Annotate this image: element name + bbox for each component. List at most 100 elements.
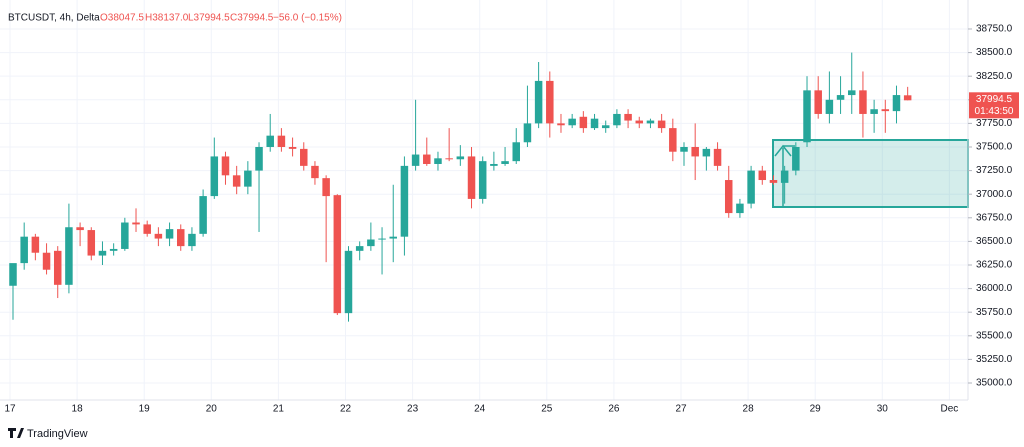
candle-body xyxy=(478,161,487,199)
candle-body xyxy=(42,252,51,270)
candle-body xyxy=(65,227,73,285)
candle-body xyxy=(367,239,375,247)
candle-body xyxy=(210,156,219,197)
x-tick-label: 18 xyxy=(72,404,84,415)
open: O38047.5 xyxy=(100,13,144,24)
y-tick-label: 38250.0 xyxy=(976,71,1013,82)
high: H38137.0 xyxy=(145,13,189,24)
candle-body xyxy=(20,236,28,264)
candle-body xyxy=(691,146,699,157)
candle-body xyxy=(467,156,476,199)
candle-body xyxy=(870,109,878,114)
candle-body xyxy=(177,229,185,247)
y-tick-label: 37250.0 xyxy=(976,165,1013,176)
candle-body xyxy=(199,196,207,234)
candle-body xyxy=(277,135,286,147)
x-tick-label: 30 xyxy=(877,404,889,415)
countdown: 01:43:50 xyxy=(975,106,1014,117)
candle-body xyxy=(613,113,621,126)
candle-body xyxy=(836,95,845,100)
candle-body xyxy=(702,148,711,157)
candle-body xyxy=(423,154,431,164)
candle-body xyxy=(255,146,263,171)
candle-body xyxy=(288,146,297,149)
last-price-box xyxy=(969,92,1019,119)
candle-body xyxy=(333,195,342,314)
candle-body xyxy=(87,230,96,256)
candle-body xyxy=(792,146,800,171)
candle-body xyxy=(903,95,912,101)
candle-body xyxy=(512,142,520,162)
candle-body xyxy=(76,227,84,231)
y-tick-label: 36000.0 xyxy=(976,283,1013,294)
candle-body xyxy=(411,154,420,166)
candle-body xyxy=(747,170,755,204)
candle-body xyxy=(546,80,554,124)
y-tick-label: 36250.0 xyxy=(976,260,1013,271)
x-tick-label: 25 xyxy=(541,404,553,415)
candle-body xyxy=(53,250,62,285)
candle-body xyxy=(490,163,498,166)
candle-body xyxy=(266,135,274,147)
price-axis: 35000.0 35250.0 35500.0 35750.0 36000.0 36250… xyxy=(968,24,1013,389)
x-tick-label: 24 xyxy=(474,404,486,415)
candles xyxy=(9,52,912,322)
candle-body xyxy=(355,246,364,251)
x-tick-label: 28 xyxy=(743,404,755,415)
candle-body xyxy=(132,222,140,225)
y-tick-label: 35000.0 xyxy=(976,378,1013,389)
candle-body xyxy=(534,80,543,124)
x-tick-label: 26 xyxy=(608,404,620,415)
candle-body xyxy=(322,178,330,197)
range-box xyxy=(772,139,969,208)
candle-body xyxy=(736,203,744,214)
logo-mark xyxy=(8,428,24,438)
candle-body xyxy=(378,238,386,240)
candle-body xyxy=(154,233,163,239)
candle-body xyxy=(724,180,733,214)
candle-body xyxy=(624,113,632,121)
candle-body xyxy=(456,156,465,160)
change: −56.0 (−0.15%) xyxy=(273,13,342,24)
candle-body xyxy=(758,170,767,181)
candle-body xyxy=(98,250,107,256)
logo: TradingView xyxy=(8,428,88,440)
candle-body xyxy=(590,118,599,129)
candle-body xyxy=(109,248,118,251)
candle-body xyxy=(31,236,40,253)
candle-body xyxy=(221,156,230,176)
y-tick-label: 36750.0 xyxy=(976,212,1013,223)
x-tick-label: 29 xyxy=(810,404,822,415)
y-tick-label: 38750.0 xyxy=(976,24,1013,35)
symbol: BTCUSDT, 4h, Delta xyxy=(8,13,100,24)
candle-body xyxy=(825,99,834,114)
candle-body xyxy=(635,120,644,124)
candle-body xyxy=(143,224,151,234)
candle-body xyxy=(669,128,677,152)
y-tick-label: 37750.0 xyxy=(976,118,1013,129)
x-tick-label: 22 xyxy=(340,404,352,415)
y-tick-label: 36500.0 xyxy=(976,236,1013,247)
candle-body xyxy=(300,148,308,166)
candle-body xyxy=(389,236,397,239)
y-tick-label: 38500.0 xyxy=(976,47,1013,58)
low: L37994.5 xyxy=(188,13,230,24)
candle-body xyxy=(445,158,453,160)
candle-body xyxy=(713,148,722,166)
x-tick-label: 20 xyxy=(206,404,218,415)
candle-body xyxy=(344,250,353,314)
candle-body xyxy=(244,170,252,187)
candle-body xyxy=(579,116,588,129)
candle-body xyxy=(523,123,532,143)
y-tick-label: 35750.0 xyxy=(976,307,1013,318)
candle-body xyxy=(646,120,655,124)
y-tick-label: 37500.0 xyxy=(976,142,1013,153)
candle-body xyxy=(769,180,778,183)
candle-body xyxy=(232,175,241,187)
candle-body xyxy=(311,165,319,179)
x-tick-label: 19 xyxy=(139,404,151,415)
candle-body xyxy=(657,120,666,129)
candle-body xyxy=(568,118,576,126)
